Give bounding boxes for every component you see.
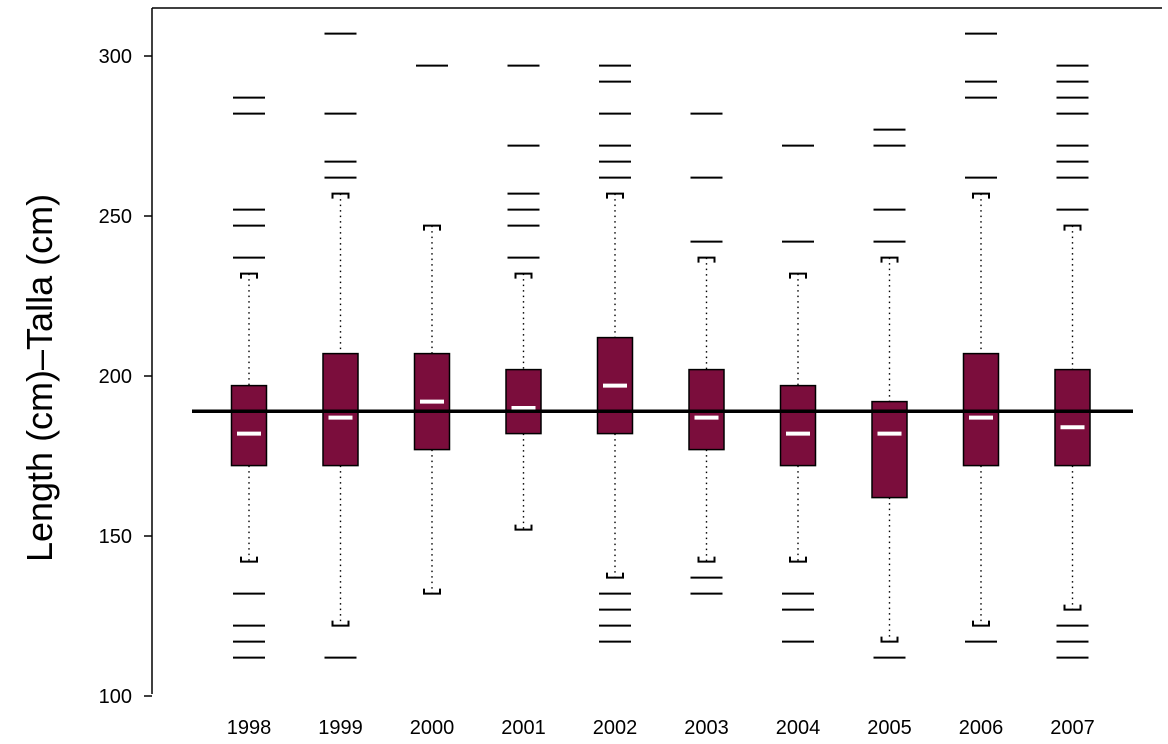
x-tick-label: 2007 — [1050, 717, 1095, 739]
iqr-box — [1054, 368, 1091, 467]
upper-whisker-cap — [423, 224, 441, 231]
upper-whisker-cap — [1063, 224, 1082, 231]
y-tick-label: 300 — [99, 46, 132, 68]
y-tick-label: 250 — [99, 206, 132, 228]
box-2003 — [688, 112, 725, 595]
iqr-box — [505, 368, 542, 435]
x-tick-label: 2004 — [776, 717, 821, 739]
iqr-box — [871, 400, 908, 499]
boxes — [230, 32, 1091, 659]
box-2007 — [1054, 64, 1091, 659]
lower-whisker-cap — [606, 572, 624, 579]
box-2004 — [779, 144, 817, 643]
lower-whisker-cap — [880, 636, 899, 643]
box-1999 — [322, 32, 359, 659]
x-tick-label: 2003 — [684, 717, 729, 739]
lower-whisker-cap — [697, 556, 716, 563]
lower-whisker-cap — [240, 556, 258, 563]
lower-whisker-cap — [1063, 604, 1082, 611]
lower-whisker-cap — [514, 524, 533, 531]
y-axis-ticks: 100 150 200 250 300 — [99, 46, 152, 708]
upper-whisker-cap — [789, 272, 807, 279]
upper-whisker-cap — [331, 192, 350, 199]
box-2005 — [871, 128, 908, 659]
x-tick-label: 2002 — [593, 717, 638, 739]
iqr-box — [779, 384, 817, 467]
upper-whisker-cap — [972, 192, 990, 199]
x-tick-label: 2005 — [867, 717, 912, 739]
box-2000 — [413, 64, 451, 595]
upper-whisker-cap — [240, 272, 258, 279]
lower-whisker-cap — [972, 620, 990, 627]
lower-whisker-cap — [423, 588, 441, 595]
y-axis-title: Length (cm)–Talla (cm) — [19, 194, 60, 562]
box-2006 — [962, 32, 1000, 643]
iqr-box — [230, 384, 268, 467]
x-tick-label: 1998 — [227, 717, 272, 739]
y-tick-label: 200 — [99, 366, 132, 388]
lower-whisker-cap — [331, 620, 350, 627]
x-tick-label: 2006 — [959, 717, 1004, 739]
y-tick-label: 150 — [99, 526, 132, 548]
x-axis-ticks: 1998 1999 2000 2001 2002 2003 2004 2005 2006 2007 — [227, 717, 1095, 739]
x-tick-label: 2001 — [501, 717, 546, 739]
upper-whisker-cap — [697, 256, 716, 263]
axes — [151, 7, 1162, 694]
upper-whisker-cap — [880, 256, 899, 263]
box-2002 — [596, 64, 634, 643]
upper-whisker-cap — [514, 272, 533, 279]
x-tick-label: 1999 — [318, 717, 363, 739]
upper-whisker-cap — [606, 192, 624, 199]
y-tick-label: 100 — [99, 686, 132, 708]
lower-whisker-cap — [789, 556, 807, 563]
box-1998 — [230, 96, 268, 659]
box-2001 — [505, 64, 542, 531]
x-tick-label: 2000 — [410, 717, 455, 739]
